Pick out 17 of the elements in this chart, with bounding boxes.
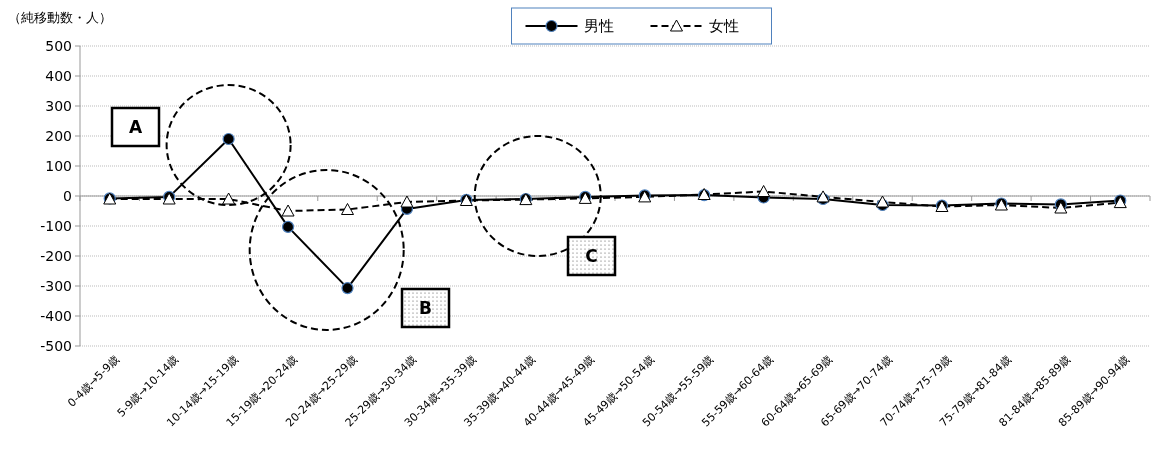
annotation: A	[128, 117, 143, 138]
y-tick-label: 200	[45, 127, 72, 144]
y-tick-label: -100	[40, 217, 72, 234]
legend-label: 男性	[583, 17, 614, 36]
y-tick-label: 100	[45, 157, 72, 174]
y-tick-label: 0	[63, 187, 72, 204]
legend-label: 女性	[708, 17, 739, 36]
y-tick-label: -300	[40, 277, 72, 294]
y-tick-label: -400	[40, 307, 72, 324]
y-tick-label: 500	[45, 37, 72, 54]
annotation: B	[419, 298, 432, 319]
annotation: C	[585, 246, 598, 267]
y-tick-label: -200	[40, 247, 72, 264]
y-tick-label: 400	[45, 67, 72, 84]
y-tick-label: 300	[45, 97, 72, 114]
y-axis-title: （純移動数・人）	[8, 10, 112, 25]
y-tick-label: -500	[40, 337, 72, 354]
